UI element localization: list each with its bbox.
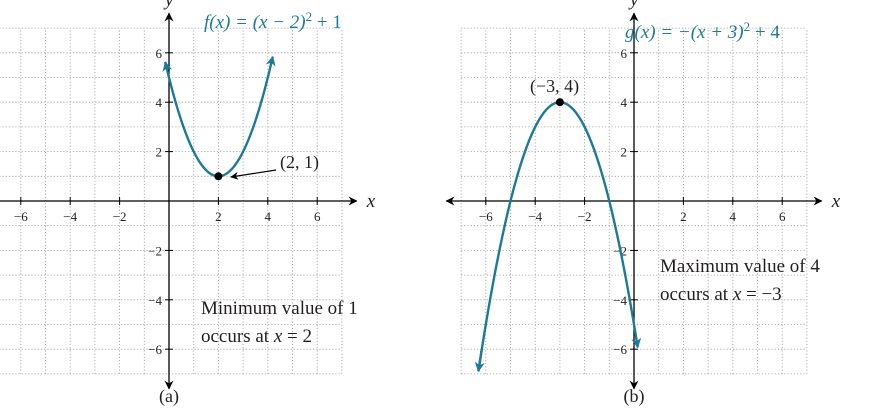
annotation-b-pre: occurs at bbox=[660, 284, 733, 305]
x-tick-label: −2 bbox=[113, 209, 127, 224]
x-tick-label: 6 bbox=[779, 209, 786, 224]
vertex-label-a: (2, 1) bbox=[280, 152, 319, 173]
annotation-b-var: x bbox=[732, 284, 742, 305]
panel-label-b: (b) bbox=[624, 386, 645, 407]
parabola-g bbox=[477, 100, 642, 372]
y-axis-label-b: y bbox=[628, 0, 639, 10]
equation-a-rhs: + 1 bbox=[312, 12, 342, 33]
y-tick-label: 6 bbox=[156, 46, 163, 61]
equation-b: g(x) = −(x + 3)2 + 4 bbox=[625, 19, 780, 44]
parabola-f bbox=[164, 55, 276, 178]
y-tick-label: −4 bbox=[613, 293, 627, 308]
y-tick-label: 4 bbox=[621, 95, 628, 110]
x-tick-label: 4 bbox=[265, 209, 272, 224]
annotation-a-line1: Minimum value of 1 bbox=[201, 298, 358, 319]
x-tick-label: −6 bbox=[479, 209, 493, 224]
y-tick-label: 2 bbox=[156, 145, 163, 160]
vertex-pointer-a bbox=[230, 169, 277, 180]
x-tick-label: −2 bbox=[578, 209, 592, 224]
equation-a-exp: 2 bbox=[306, 9, 313, 24]
y-tick-label: −4 bbox=[148, 293, 162, 308]
annotation-b-line2: occurs at x = −3 bbox=[660, 284, 782, 305]
annotation-a-line2: occurs at x = 2 bbox=[201, 326, 312, 347]
ticks-a: −6 −4 −2 2 4 6 −6 −4 −2 2 4 6 bbox=[14, 46, 321, 357]
x-tick-label: 6 bbox=[314, 209, 321, 224]
equation-b-exp: 2 bbox=[744, 19, 751, 34]
x-tick-label: −4 bbox=[63, 209, 77, 224]
x-axis-label-b: x bbox=[831, 191, 841, 212]
y-tick-label: 2 bbox=[621, 145, 628, 160]
annotation-b-post: = −3 bbox=[741, 284, 781, 305]
vertex-label-b: (−3, 4) bbox=[530, 76, 579, 97]
x-tick-label: 2 bbox=[215, 209, 222, 224]
annotation-a-var: x bbox=[273, 326, 283, 347]
axes-b bbox=[445, 12, 823, 390]
panel-a: −6 −4 −2 2 4 6 −6 −4 −2 2 4 6 (2, 1) x y f(x) = (x … bbox=[0, 0, 376, 407]
axes-a bbox=[0, 12, 358, 390]
x-tick-label: −6 bbox=[14, 209, 28, 224]
annotation-a-post: = 2 bbox=[282, 326, 312, 347]
equation-a-lhs: f(x) = (x − 2) bbox=[204, 12, 306, 33]
vertex-point-a bbox=[214, 172, 223, 181]
vertex-point-b bbox=[555, 98, 564, 107]
x-tick-label: 4 bbox=[730, 209, 737, 224]
y-tick-label: 4 bbox=[156, 95, 163, 110]
annotation-a-pre: occurs at bbox=[201, 326, 274, 347]
y-axis-label-a: y bbox=[163, 0, 174, 10]
panel-label-a: (a) bbox=[159, 386, 179, 407]
x-axis-label-a: x bbox=[366, 191, 376, 212]
y-tick-label: −6 bbox=[613, 342, 627, 357]
equation-a: f(x) = (x − 2)2 + 1 bbox=[204, 9, 342, 34]
equation-b-lhs: g(x) = −(x + 3) bbox=[625, 22, 744, 43]
y-tick-label: 6 bbox=[621, 46, 628, 61]
curve-start-arrow bbox=[474, 350, 485, 373]
x-tick-label: −4 bbox=[528, 209, 542, 224]
annotation-b-line1: Maximum value of 4 bbox=[660, 256, 820, 277]
x-tick-label: 2 bbox=[680, 209, 687, 224]
y-tick-label: −6 bbox=[148, 342, 162, 357]
curve-start-arrow bbox=[162, 61, 173, 73]
equation-b-rhs: + 4 bbox=[750, 22, 780, 43]
y-tick-label: −2 bbox=[148, 243, 162, 258]
